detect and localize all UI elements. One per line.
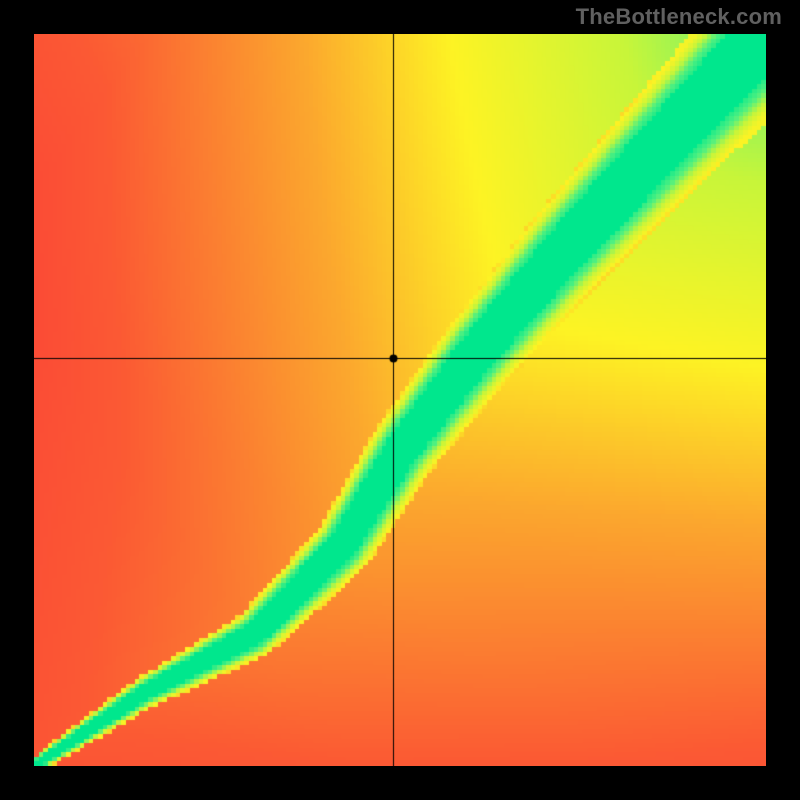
watermark-text: TheBottleneck.com: [576, 4, 782, 30]
figure-stage: TheBottleneck.com: [0, 0, 800, 800]
heatmap-canvas: [34, 34, 766, 766]
plot-area: [34, 34, 766, 766]
